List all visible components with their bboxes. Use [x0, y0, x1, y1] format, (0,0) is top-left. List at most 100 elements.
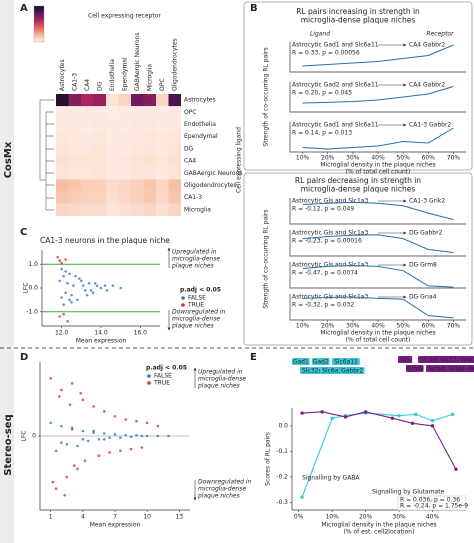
- x-tick-label: 30%: [392, 514, 406, 521]
- axis: [289, 122, 466, 153]
- receptor-label: DG Grm8: [409, 262, 437, 269]
- column-label: OPC: [159, 78, 166, 91]
- gene-node: [398, 356, 413, 363]
- heatmap-cell: [168, 179, 181, 192]
- point: [68, 403, 72, 407]
- heatmap-cell: [81, 155, 94, 168]
- x-tick-label: 10: [143, 514, 151, 521]
- gene-label: Slc32a1: [302, 367, 326, 374]
- ligand-label: Astrocytic Gls and Slc1a3: [292, 198, 368, 205]
- heatmap-cell: [68, 179, 81, 192]
- gene-label: Slc6a11: [334, 358, 358, 365]
- annotation: microglia-dense: [198, 486, 246, 493]
- point: [70, 382, 74, 385]
- point: [49, 377, 53, 380]
- row-label: OPC: [184, 109, 197, 116]
- heatmap-cell: [168, 130, 181, 143]
- heatmap-cell: [81, 106, 94, 119]
- point: [54, 449, 58, 453]
- column-header: Ligand: [310, 31, 330, 38]
- point: [66, 281, 69, 285]
- x-tick-label: 16.0: [134, 330, 148, 337]
- x-axis-label: (% of total cell count): [346, 169, 411, 176]
- row-label: Astrocytes: [184, 97, 216, 104]
- point: [66, 319, 69, 323]
- column-label: Oligodendrocytes: [171, 38, 178, 91]
- x-tick-label: 20%: [359, 514, 373, 521]
- x-axis-label: (% of est. cell2location): [344, 529, 415, 536]
- gene-label: Slc6a1: [322, 367, 342, 374]
- heatmap-cell: [93, 191, 106, 204]
- stats-label: R = 0.14, p = 0.013: [292, 130, 352, 137]
- annotation: plaque niches: [171, 323, 214, 330]
- series-line: [301, 412, 453, 498]
- point: [58, 279, 61, 283]
- panel-letter: B: [250, 3, 258, 14]
- point: [60, 261, 63, 265]
- trend-line: [302, 264, 454, 288]
- point: [450, 412, 455, 417]
- heatmap-cell: [106, 130, 119, 143]
- ligand-label: Astrocytic Gad2 and Slc6a11: [292, 82, 379, 89]
- point: [79, 391, 83, 395]
- heatmap-cell: [93, 179, 106, 192]
- trend-line: [302, 296, 454, 319]
- gene-label: Slc17a7: [440, 356, 464, 363]
- heatmap-cell: [106, 118, 119, 131]
- heatmap-cell: [168, 142, 181, 155]
- series-label: Signalling by Glutamate: [372, 489, 445, 496]
- x-tick-label: 7: [113, 514, 117, 521]
- point: [129, 447, 133, 451]
- heatmap-cell: [93, 142, 106, 155]
- stats-label: R = -0.47, p = 0.0074: [292, 270, 358, 277]
- x-axis-label: Mean expression: [90, 522, 141, 529]
- x-tick-label: 4: [81, 514, 85, 521]
- heatmap-cell: [168, 118, 181, 131]
- heatmap-cell: [118, 155, 131, 168]
- heatmap-cell: [143, 130, 156, 143]
- heatmap-cell: [118, 179, 131, 192]
- gene-node: [406, 365, 424, 372]
- heatmap-cell: [143, 203, 156, 216]
- x-tick-label: 20%: [321, 323, 335, 330]
- heatmap-cell: [81, 179, 94, 192]
- point: [60, 296, 63, 299]
- y-tick-label: -0.1: [276, 448, 288, 455]
- gene-label: Grm8: [406, 365, 423, 372]
- heatmap-cell: [56, 130, 69, 143]
- trend-line: [302, 201, 454, 221]
- heatmap-cell: [168, 155, 181, 168]
- trend-line: [302, 234, 454, 254]
- heatmap-cell: [93, 118, 106, 131]
- point: [68, 298, 71, 302]
- heatmap-cell: [56, 179, 69, 192]
- heatmap-cell: [68, 94, 81, 107]
- gene-node: [340, 367, 365, 374]
- point: [68, 272, 71, 276]
- point: [87, 281, 91, 285]
- receptor-label: CA1-3 Grik2: [409, 198, 445, 205]
- heatmap-cell: [143, 179, 156, 192]
- point: [99, 286, 103, 290]
- point: [414, 412, 418, 417]
- point: [124, 418, 128, 421]
- heatmap-cell: [131, 118, 144, 131]
- panel-letter: C: [20, 227, 27, 238]
- point: [156, 434, 160, 438]
- x-tick-label: 10%: [296, 323, 310, 330]
- point: [64, 291, 67, 295]
- gene-node: [466, 365, 474, 372]
- point: [343, 415, 348, 419]
- axis: [41, 250, 160, 327]
- heatmap-cell: [168, 191, 181, 204]
- point: [97, 454, 101, 458]
- x-tick-label: 30%: [346, 323, 360, 330]
- point: [58, 259, 61, 262]
- receptor-label: CA1-3 Gabbr2: [409, 122, 451, 129]
- legend-label: FALSE: [154, 373, 172, 380]
- heatmap-cell: [118, 191, 131, 204]
- point: [430, 424, 435, 428]
- heatmap-cell: [168, 94, 181, 107]
- heatmap-cell: [68, 155, 81, 168]
- y-axis-label: LFC: [21, 431, 28, 442]
